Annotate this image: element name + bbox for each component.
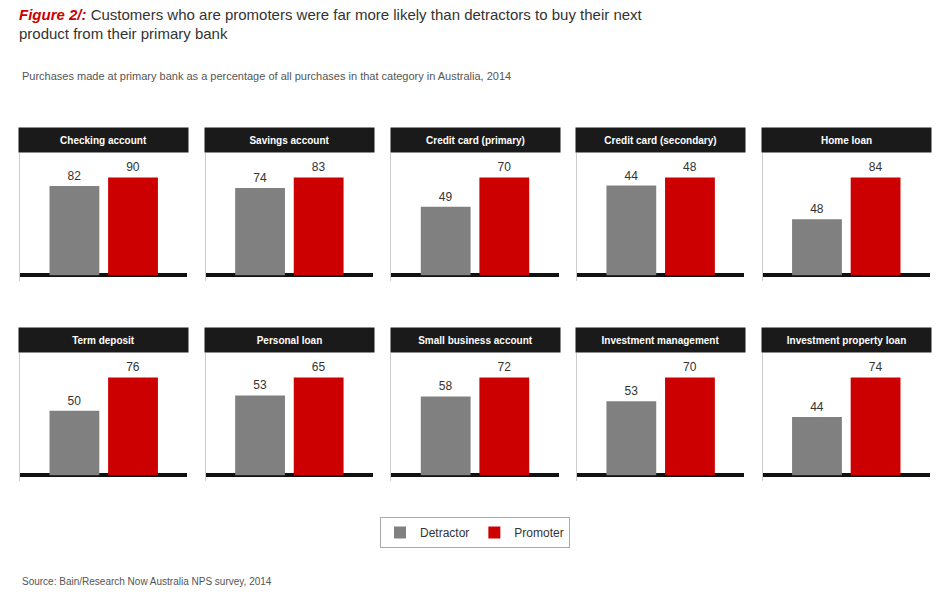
svg-text:74: 74 [869,360,883,374]
svg-text:44: 44 [810,400,824,414]
svg-text:Purchases made at primary bank: Purchases made at primary bank as a perc… [22,70,511,82]
svg-text:Promoter: Promoter [514,526,563,540]
svg-text:48: 48 [683,160,697,174]
svg-text:82: 82 [68,169,82,183]
svg-text:Checking account: Checking account [60,135,147,146]
svg-text:53: 53 [624,384,638,398]
svg-text:84: 84 [869,160,883,174]
svg-text:Credit card (primary): Credit card (primary) [426,135,525,146]
svg-text:Credit card (secondary): Credit card (secondary) [604,135,716,146]
svg-text:Small business account: Small business account [418,335,533,346]
svg-text:Investment property loan: Investment property loan [787,335,906,346]
svg-text:Figure 2/: Customers who are p: Figure 2/: Customers who are promoters w… [19,6,643,43]
svg-text:83: 83 [312,160,326,174]
svg-text:65: 65 [312,360,326,374]
svg-text:Home loan: Home loan [821,135,872,146]
svg-text:Source: Bain/Research Now Aust: Source: Bain/Research Now Australia NPS … [22,576,272,587]
svg-text:49: 49 [439,190,453,204]
svg-text:58: 58 [439,379,453,393]
svg-text:48: 48 [810,202,824,216]
svg-text:70: 70 [497,160,511,174]
svg-text:Savings account: Savings account [249,135,329,146]
svg-text:Investment management: Investment management [602,335,720,346]
svg-text:Personal loan: Personal loan [257,335,323,346]
svg-text:53: 53 [253,378,267,392]
svg-text:50: 50 [68,394,82,408]
svg-text:90: 90 [126,160,140,174]
svg-text:44: 44 [624,169,638,183]
svg-text:Detractor: Detractor [420,526,469,540]
svg-text:76: 76 [126,360,140,374]
svg-text:72: 72 [497,360,511,374]
svg-text:74: 74 [253,171,267,185]
svg-text:Term deposit: Term deposit [72,335,135,346]
svg-text:70: 70 [683,360,697,374]
